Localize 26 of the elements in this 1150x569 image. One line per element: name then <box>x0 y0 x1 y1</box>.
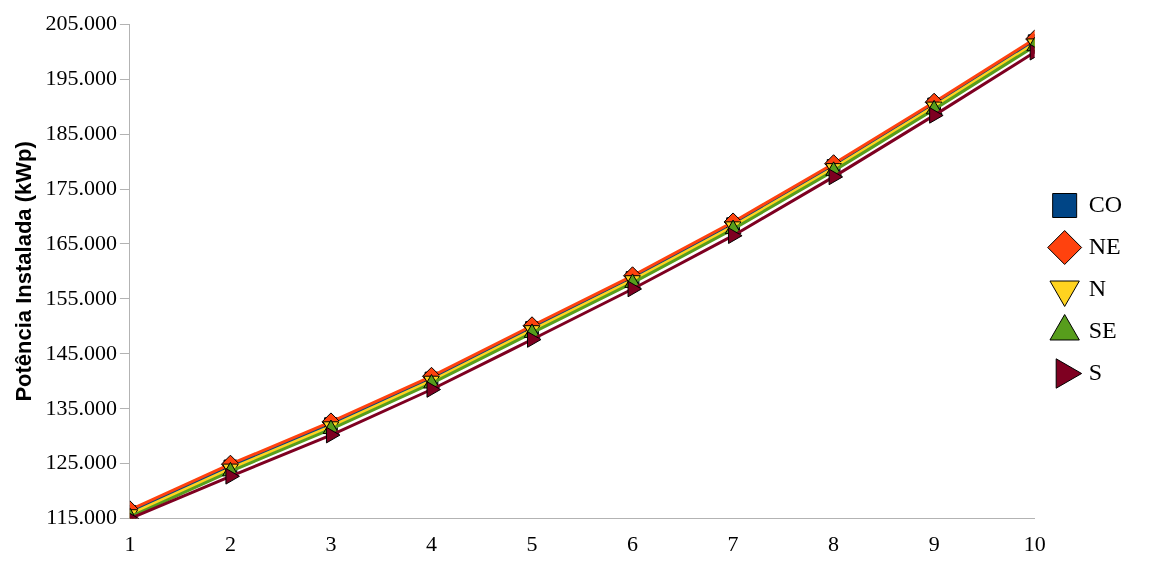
x-tick-label: 5 <box>526 530 538 556</box>
x-tick-label: 3 <box>325 530 337 556</box>
y-tick-label: 205.000 <box>45 9 117 35</box>
y-tick-label: 175.000 <box>45 174 117 200</box>
x-tick-label: 4 <box>425 530 437 556</box>
legend-label: NE <box>1088 232 1121 259</box>
legend-label: SE <box>1088 316 1117 343</box>
x-tick-label: 6 <box>627 530 639 556</box>
y-tick-label: 165.000 <box>45 229 117 255</box>
legend-label: N <box>1088 274 1106 301</box>
y-tick-label: 125.000 <box>45 449 117 475</box>
y-tick-label: 135.000 <box>45 394 117 420</box>
y-tick-label: 115.000 <box>46 504 117 530</box>
y-tick-label: 155.000 <box>45 284 117 310</box>
y-tick-label: 185.000 <box>45 119 117 145</box>
legend-label: CO <box>1088 190 1122 217</box>
y-tick-label: 145.000 <box>45 339 117 365</box>
x-tick-label: 1 <box>124 530 136 556</box>
y-tick-label: 195.000 <box>45 64 117 90</box>
y-axis-title: Potência Instalada (kWp) <box>11 141 37 402</box>
x-tick-label: 9 <box>928 530 940 556</box>
legend-label: S <box>1088 358 1103 385</box>
x-tick-label: 8 <box>828 530 840 556</box>
x-tick-label: 2 <box>224 530 236 556</box>
x-tick-label: 7 <box>727 530 739 556</box>
x-tick-label: 10 <box>1023 530 1046 556</box>
